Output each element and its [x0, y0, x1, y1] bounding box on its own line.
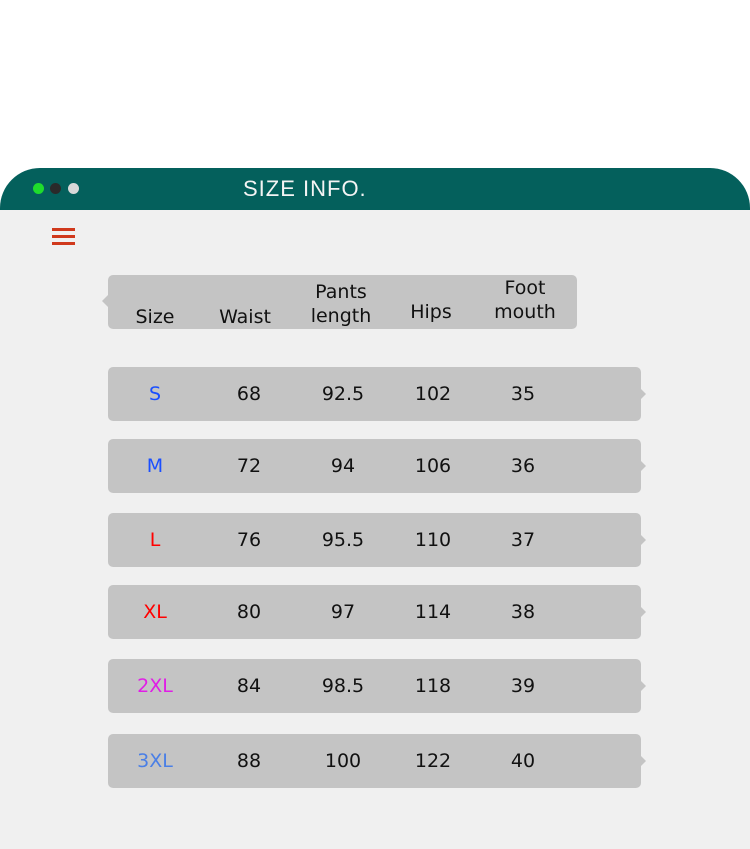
cell-foot-mouth: 40	[510, 750, 536, 772]
size-info-window: SIZE INFO. Size Waist Pants length Hips F…	[0, 168, 750, 849]
cell-foot-mouth: 38	[510, 601, 536, 623]
header-hips: Hips	[410, 301, 452, 323]
cell-hips: 118	[414, 675, 452, 697]
header-foot-mouth: Foot mouth	[494, 277, 556, 323]
cell-hips: 102	[414, 383, 452, 405]
table-header: Size Waist Pants length Hips Foot mouth	[102, 275, 577, 329]
cell-foot-mouth: 35	[510, 383, 536, 405]
cell-waist: 68	[236, 383, 262, 405]
table-row: 3XL 88 100 122 40	[108, 734, 646, 788]
header-size: Size	[135, 306, 175, 328]
cell-pants-length: 94	[330, 455, 356, 477]
dot-green-icon[interactable]	[33, 183, 44, 194]
cell-hips: 122	[414, 750, 452, 772]
dot-dark-icon[interactable]	[50, 183, 61, 194]
cell-waist: 88	[236, 750, 262, 772]
cell-foot-mouth: 36	[510, 455, 536, 477]
cell-size: M	[146, 455, 164, 477]
table-row: M 72 94 106 36	[108, 439, 646, 493]
table-row: S 68 92.5 102 35	[108, 367, 646, 421]
cell-hips: 114	[414, 601, 452, 623]
cell-waist: 72	[236, 455, 262, 477]
cell-pants-length: 98.5	[321, 675, 365, 697]
header-waist: Waist	[219, 306, 271, 328]
cell-waist: 84	[236, 675, 262, 697]
cell-size: 3XL	[137, 750, 173, 772]
cell-size: 2XL	[137, 675, 173, 697]
title-bar: SIZE INFO.	[0, 168, 750, 210]
cell-size: L	[149, 529, 161, 551]
cell-size: XL	[143, 601, 167, 623]
cell-pants-length: 100	[324, 750, 362, 772]
cell-pants-length: 97	[330, 601, 356, 623]
table-row: L 76 95.5 110 37	[108, 513, 646, 567]
dot-light-icon[interactable]	[68, 183, 79, 194]
cell-hips: 106	[414, 455, 452, 477]
cell-waist: 80	[236, 601, 262, 623]
cell-size: S	[148, 383, 162, 405]
cell-waist: 76	[236, 529, 262, 551]
table-row: 2XL 84 98.5 118 39	[108, 659, 646, 713]
window-title: SIZE INFO.	[243, 176, 367, 201]
cell-pants-length: 95.5	[321, 529, 365, 551]
hamburger-icon[interactable]	[52, 228, 75, 249]
cell-foot-mouth: 39	[510, 675, 536, 697]
cell-pants-length: 92.5	[321, 383, 365, 405]
table-row: XL 80 97 114 38	[108, 585, 646, 639]
cell-hips: 110	[414, 529, 452, 551]
cell-foot-mouth: 37	[510, 529, 536, 551]
header-pants-length: Pants length	[310, 281, 372, 327]
